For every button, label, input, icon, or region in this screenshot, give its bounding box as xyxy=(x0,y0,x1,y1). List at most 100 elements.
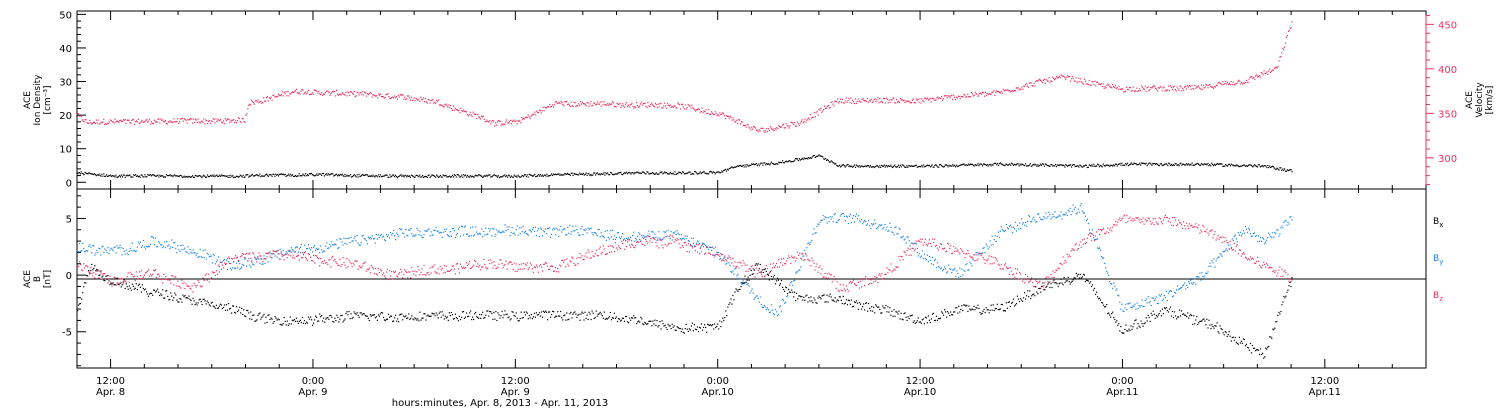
density-point xyxy=(889,165,891,167)
density-point xyxy=(837,165,839,167)
by-point xyxy=(611,229,613,231)
bz-point xyxy=(117,282,119,284)
density-point xyxy=(951,165,953,167)
density-point xyxy=(861,165,863,167)
bz-point xyxy=(591,251,593,253)
density-point xyxy=(814,156,816,158)
density-point xyxy=(1035,164,1037,166)
density-point xyxy=(531,174,533,177)
density-point xyxy=(150,175,153,177)
velocity-point xyxy=(620,106,622,109)
density-point xyxy=(1087,166,1089,168)
by-point xyxy=(511,227,513,229)
by-point xyxy=(1161,300,1163,302)
bz-point xyxy=(684,241,686,244)
velocity-point xyxy=(381,96,383,98)
by-point xyxy=(295,246,297,248)
velocity-point xyxy=(1029,82,1031,84)
density-point xyxy=(1002,164,1004,166)
velocity-point xyxy=(1264,73,1266,75)
by-point xyxy=(686,235,688,237)
density-point xyxy=(943,166,945,168)
by-point xyxy=(877,227,879,229)
velocity-point xyxy=(997,91,1000,93)
velocity-point xyxy=(235,122,238,124)
velocity-point xyxy=(118,121,120,123)
velocity-point xyxy=(287,91,289,93)
density-point xyxy=(1017,163,1019,165)
by-point xyxy=(1081,210,1083,212)
density-point xyxy=(92,173,94,175)
bz-point xyxy=(297,254,299,256)
density-point xyxy=(676,173,678,175)
density-point xyxy=(660,172,662,174)
by-point xyxy=(1291,219,1293,221)
velocity-point xyxy=(1243,82,1245,84)
velocity-point xyxy=(1086,83,1088,85)
by-point xyxy=(316,247,318,250)
density-point xyxy=(745,166,747,168)
density-point xyxy=(954,166,957,168)
by-point xyxy=(759,296,761,298)
velocity-point xyxy=(554,101,556,103)
by-point xyxy=(1201,272,1203,274)
bz-point xyxy=(604,253,606,256)
by-point xyxy=(475,226,477,228)
velocity-point xyxy=(1106,84,1108,86)
density-point xyxy=(135,175,138,177)
by-point xyxy=(401,228,403,230)
velocity-point xyxy=(1039,78,1041,80)
bz-point xyxy=(528,267,530,269)
density-point xyxy=(1010,164,1012,166)
bz-point xyxy=(342,257,344,259)
density-point xyxy=(1211,162,1213,164)
density-point xyxy=(536,175,538,177)
velocity-point xyxy=(884,102,886,104)
velocity-point xyxy=(294,90,296,92)
density-point xyxy=(936,165,938,167)
velocity-point xyxy=(807,118,809,120)
bz-point xyxy=(440,269,442,271)
density-point xyxy=(1123,164,1125,166)
density-point xyxy=(365,174,367,176)
bz-point xyxy=(593,255,595,257)
density-point xyxy=(819,155,821,157)
bz-point xyxy=(474,259,476,262)
by-point xyxy=(186,251,188,253)
velocity-point xyxy=(240,121,242,124)
by-point xyxy=(1192,283,1194,285)
bz-point xyxy=(334,258,336,260)
by-point xyxy=(486,233,488,236)
by-point xyxy=(940,268,942,270)
by-point xyxy=(1169,290,1172,292)
density-point xyxy=(1161,164,1163,166)
density-point xyxy=(1282,168,1284,170)
bz-point xyxy=(787,257,789,259)
density-point xyxy=(1115,163,1117,165)
density-point xyxy=(1062,164,1064,166)
bz-point xyxy=(777,259,780,261)
velocity-point xyxy=(122,119,124,121)
bz-point xyxy=(109,275,111,277)
density-point xyxy=(582,172,584,175)
by-point xyxy=(428,228,430,230)
by-point xyxy=(451,228,453,230)
velocity-point xyxy=(643,102,645,105)
velocity-point xyxy=(1273,67,1275,69)
velocity-point xyxy=(367,93,369,95)
by-point xyxy=(953,269,955,271)
density-point xyxy=(217,175,219,178)
by-point xyxy=(564,228,566,230)
velocity-point xyxy=(165,123,167,125)
by-point xyxy=(426,230,428,232)
by-point xyxy=(740,282,742,284)
velocity-point xyxy=(1188,85,1190,87)
by-point xyxy=(1094,235,1097,237)
by-point xyxy=(378,236,380,239)
density-point xyxy=(472,175,474,178)
by-point xyxy=(648,230,650,232)
bz-point xyxy=(922,244,924,246)
by-point xyxy=(188,253,190,255)
density-point xyxy=(400,174,402,176)
density-point xyxy=(835,163,837,165)
